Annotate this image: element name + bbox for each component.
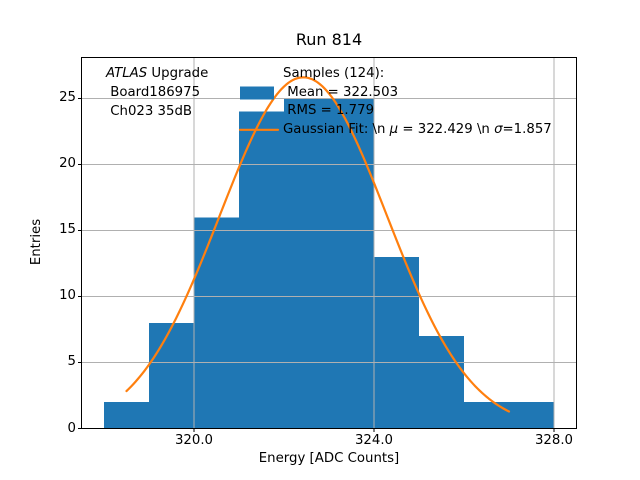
text-part: =1.857: [502, 121, 552, 137]
axes-frame: [81, 57, 577, 429]
text-part: Samples (124):: [283, 66, 385, 81]
histogram-bar: [284, 98, 329, 429]
italic-text-part: μ: [389, 121, 399, 137]
annotation-line: ATLAS Upgrade: [106, 66, 208, 82]
histogram-bar: [104, 402, 149, 429]
text-part: RMS = 1.779: [283, 103, 375, 119]
x-tick-label: 320.0: [174, 433, 214, 448]
histogram-bar: [239, 111, 284, 429]
text-part: Board186975: [106, 85, 201, 100]
text-part: Upgrade: [147, 66, 209, 81]
legend-samples-line: Mean = 322.503: [283, 85, 398, 101]
legend-samples-line: RMS = 1.779: [283, 103, 374, 119]
chart-title: Run 814: [295, 30, 363, 49]
legend-handles: [238, 86, 280, 131]
y-tick-label: 5: [67, 354, 76, 370]
y-tick-label: 20: [59, 156, 76, 172]
histogram-bar: [329, 98, 374, 429]
y-tick-label: 10: [59, 288, 76, 304]
italic-text-part: ATLAS: [106, 66, 148, 81]
x-tick-label: 324.0: [354, 433, 394, 448]
gaussian-fit-curve-layer: [125, 76, 511, 413]
legend-gaussian-line: Gaussian Fit: \n μ = 322.429 \n σ=1.857: [283, 122, 552, 138]
legend-swatch-samples: [240, 86, 274, 100]
axes-frame-layer: [78, 57, 577, 432]
y-tick-label: 15: [59, 222, 76, 238]
text-part: Ch023 35dB: [106, 104, 193, 119]
histogram-bar: [464, 402, 509, 429]
histogram-bar: [509, 402, 554, 429]
grid-lines: [81, 57, 577, 429]
x-tick-label: 328.0: [534, 433, 574, 448]
annotation-line: Board186975: [106, 85, 200, 101]
y-tick-label: 0: [67, 420, 76, 436]
histogram-bar: [419, 336, 464, 429]
histogram-bar: [194, 217, 239, 429]
y-tick-label: 25: [59, 90, 76, 106]
annotation-line: Ch023 35dB: [106, 104, 192, 120]
italic-text-part: σ: [494, 121, 503, 137]
histogram-bars: [104, 98, 554, 429]
histogram-bar: [149, 322, 194, 429]
text-part: Gaussian Fit: \n: [283, 121, 390, 137]
gaussian-fit-curve: [125, 76, 511, 413]
histogram-bar: [374, 256, 419, 429]
legend-samples-line: Samples (124):: [283, 66, 384, 82]
x-axis-label: Energy [ADC Counts]: [258, 451, 400, 466]
text-part: Mean = 322.503: [283, 84, 399, 100]
y-axis-label: Entries: [29, 218, 44, 266]
text-part: = 322.429 \n: [398, 121, 495, 137]
